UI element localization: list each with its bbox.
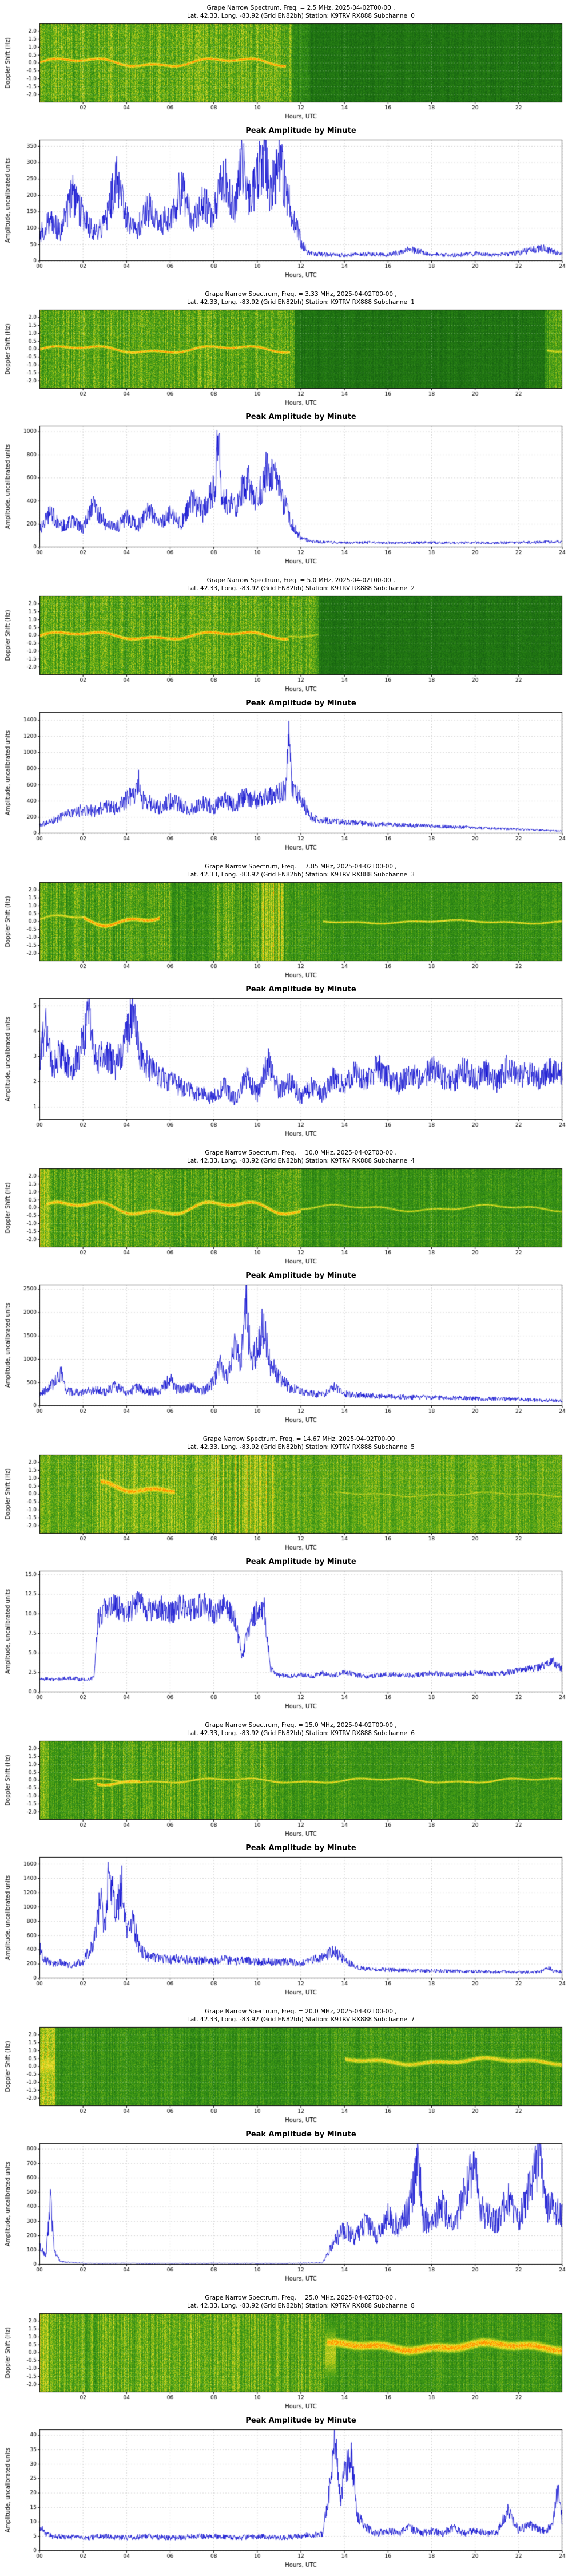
amplitude-title: Peak Amplitude by Minute [245, 2416, 356, 2425]
amplitude-line-chart [3, 136, 569, 281]
amplitude-title: Peak Amplitude by Minute [245, 127, 356, 136]
amplitude-line-chart [3, 1567, 569, 1712]
amplitude-title: Peak Amplitude by Minute [245, 1271, 356, 1281]
spectrogram-title-line2: Lat. 42.33, Long. -83.92 (Grid EN82bh) S… [186, 2016, 415, 2023]
subchannel-8-section: Grape Narrow Spectrum, Freq. = 25.0 MHz,… [0, 2290, 572, 2576]
amplitude-title: Peak Amplitude by Minute [245, 699, 356, 708]
spectrogram-title-line2: Lat. 42.33, Long. -83.92 (Grid EN82bh) S… [186, 2302, 415, 2309]
spectrogram-heatmap [3, 2310, 569, 2411]
spectrogram-heatmap [3, 306, 569, 408]
spectrogram-title-line1: Grape Narrow Spectrum, Freq. = 20.0 MHz,… [205, 2008, 397, 2015]
spectrogram-title: Grape Narrow Spectrum, Freq. = 14.67 MHz… [39, 1436, 562, 1451]
spectrogram-title: Grape Narrow Spectrum, Freq. = 3.33 MHz,… [39, 291, 562, 306]
spectrogram-heatmap [3, 592, 569, 694]
amplitude-title: Peak Amplitude by Minute [245, 985, 356, 994]
spectrogram-title: Grape Narrow Spectrum, Freq. = 5.0 MHz, … [39, 577, 562, 592]
spectrogram-heatmap [3, 20, 569, 121]
subchannel-2-section: Grape Narrow Spectrum, Freq. = 5.0 MHz, … [0, 572, 572, 859]
spectrogram-title-line2: Lat. 42.33, Long. -83.92 (Grid EN82bh) S… [186, 871, 415, 878]
spectrogram-title: Grape Narrow Spectrum, Freq. = 7.85 MHz,… [39, 863, 562, 879]
spectrogram-title-line1: Grape Narrow Spectrum, Freq. = 5.0 MHz, … [206, 577, 395, 584]
spectrogram-title: Grape Narrow Spectrum, Freq. = 20.0 MHz,… [39, 2008, 562, 2024]
spectrogram-title: Grape Narrow Spectrum, Freq. = 25.0 MHz,… [39, 2294, 562, 2310]
subchannel-7-section: Grape Narrow Spectrum, Freq. = 20.0 MHz,… [0, 2004, 572, 2290]
subchannel-6-section: Grape Narrow Spectrum, Freq. = 15.0 MHz,… [0, 1717, 572, 2004]
spectrogram-title-line1: Grape Narrow Spectrum, Freq. = 7.85 MHz,… [205, 863, 397, 870]
amplitude-line-chart [3, 2140, 569, 2285]
amplitude-line-chart [3, 1854, 569, 1998]
amplitude-title: Peak Amplitude by Minute [245, 1844, 356, 1853]
amplitude-line-chart [3, 995, 569, 1140]
subchannel-3-section: Grape Narrow Spectrum, Freq. = 7.85 MHz,… [0, 859, 572, 1145]
spectrogram-heatmap [3, 879, 569, 980]
spectrogram-title-line2: Lat. 42.33, Long. -83.92 (Grid EN82bh) S… [186, 12, 415, 19]
spectrogram-title-line1: Grape Narrow Spectrum, Freq. = 14.67 MHz… [202, 1436, 399, 1443]
subchannel-5-section: Grape Narrow Spectrum, Freq. = 14.67 MHz… [0, 1431, 572, 1717]
spectrogram-title-line1: Grape Narrow Spectrum, Freq. = 3.33 MHz,… [205, 291, 397, 298]
spectrogram-title-line2: Lat. 42.33, Long. -83.92 (Grid EN82bh) S… [186, 1729, 415, 1737]
spectrogram-title-line2: Lat. 42.33, Long. -83.92 (Grid EN82bh) S… [186, 584, 415, 592]
spectrogram-heatmap [3, 1451, 569, 1552]
spectrogram-title-line1: Grape Narrow Spectrum, Freq. = 15.0 MHz,… [205, 1722, 397, 1729]
spectrogram-title-line2: Lat. 42.33, Long. -83.92 (Grid EN82bh) S… [186, 1443, 415, 1451]
spectrogram-title-line2: Lat. 42.33, Long. -83.92 (Grid EN82bh) S… [186, 298, 415, 306]
spectrogram-heatmap [3, 1165, 569, 1266]
subchannel-4-section: Grape Narrow Spectrum, Freq. = 10.0 MHz,… [0, 1145, 572, 1431]
spectrogram-title-line1: Grape Narrow Spectrum, Freq. = 10.0 MHz,… [205, 1149, 397, 1156]
amplitude-line-chart [3, 1281, 569, 1426]
amplitude-title: Peak Amplitude by Minute [245, 413, 356, 422]
spectrogram-title: Grape Narrow Spectrum, Freq. = 15.0 MHz,… [39, 1722, 562, 1737]
amplitude-line-chart [3, 2426, 569, 2571]
spectrogram-heatmap [3, 2024, 569, 2125]
spectrogram-title-line2: Lat. 42.33, Long. -83.92 (Grid EN82bh) S… [186, 1157, 415, 1164]
spectrogram-title: Grape Narrow Spectrum, Freq. = 2.5 MHz, … [39, 5, 562, 20]
amplitude-line-chart [3, 422, 569, 567]
amplitude-title: Peak Amplitude by Minute [245, 2130, 356, 2139]
subchannel-0-section: Grape Narrow Spectrum, Freq. = 2.5 MHz, … [0, 0, 572, 286]
spectrogram-title-line1: Grape Narrow Spectrum, Freq. = 25.0 MHz,… [205, 2294, 397, 2301]
spectrogram-title-line1: Grape Narrow Spectrum, Freq. = 2.5 MHz, … [206, 5, 395, 11]
subchannel-1-section: Grape Narrow Spectrum, Freq. = 3.33 MHz,… [0, 286, 572, 572]
spectrogram-title: Grape Narrow Spectrum, Freq. = 10.0 MHz,… [39, 1149, 562, 1165]
spectrogram-heatmap [3, 1737, 569, 1839]
amplitude-line-chart [3, 709, 569, 854]
amplitude-title: Peak Amplitude by Minute [245, 1558, 356, 1567]
